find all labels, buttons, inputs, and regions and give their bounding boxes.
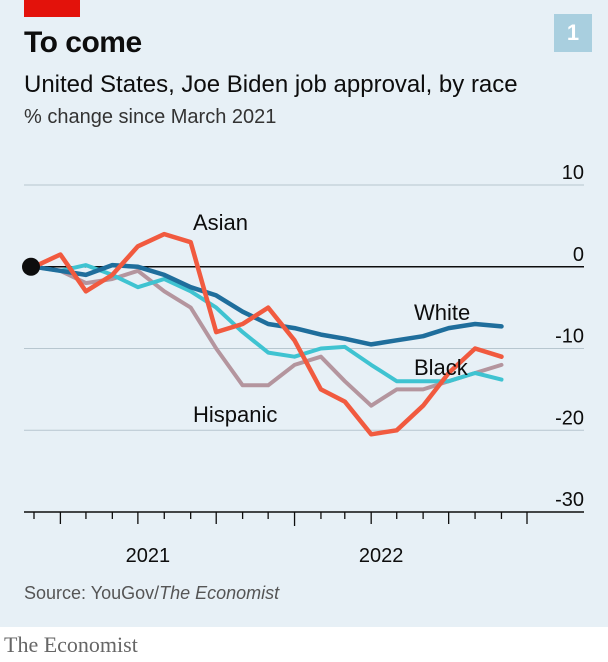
source-italic: The Economist xyxy=(159,583,280,603)
x-tick-label: 2022 xyxy=(359,545,404,567)
origin-dot xyxy=(22,257,40,276)
series-label-white: White xyxy=(414,300,470,325)
brand-logo-text: The Economist xyxy=(4,632,138,657)
series-line-asian xyxy=(31,231,504,437)
y-tick-label: -30 xyxy=(555,489,584,511)
y-tick-label: -10 xyxy=(555,326,584,348)
chart-title: To come xyxy=(24,26,142,59)
series-label-black: Black xyxy=(414,355,469,380)
y-tick-label: 0 xyxy=(573,244,584,266)
chart-unit-label: % change since March 2021 xyxy=(24,106,277,128)
chart-panel xyxy=(0,0,608,627)
x-tick-label: 2021 xyxy=(126,545,171,567)
y-tick-label: -20 xyxy=(555,407,584,429)
chart-number-badge: 1 xyxy=(554,14,592,52)
y-tick-label: 10 xyxy=(562,162,584,184)
source-note: Source: YouGov/The Economist xyxy=(24,583,279,604)
source-prefix: Source: YouGov/ xyxy=(24,583,160,603)
series-label-asian: Asian xyxy=(193,210,248,235)
series-label-hispanic: Hispanic xyxy=(193,402,277,427)
series-line-white xyxy=(31,262,504,347)
chart-subtitle: United States, Joe Biden job approval, b… xyxy=(24,71,518,98)
line-chart: 10 0 -10 -20 -30 2021 2022 White Black Hispanic As… xyxy=(22,162,584,567)
series-line-hispanic xyxy=(32,264,504,408)
brand-red-tag xyxy=(24,0,80,17)
